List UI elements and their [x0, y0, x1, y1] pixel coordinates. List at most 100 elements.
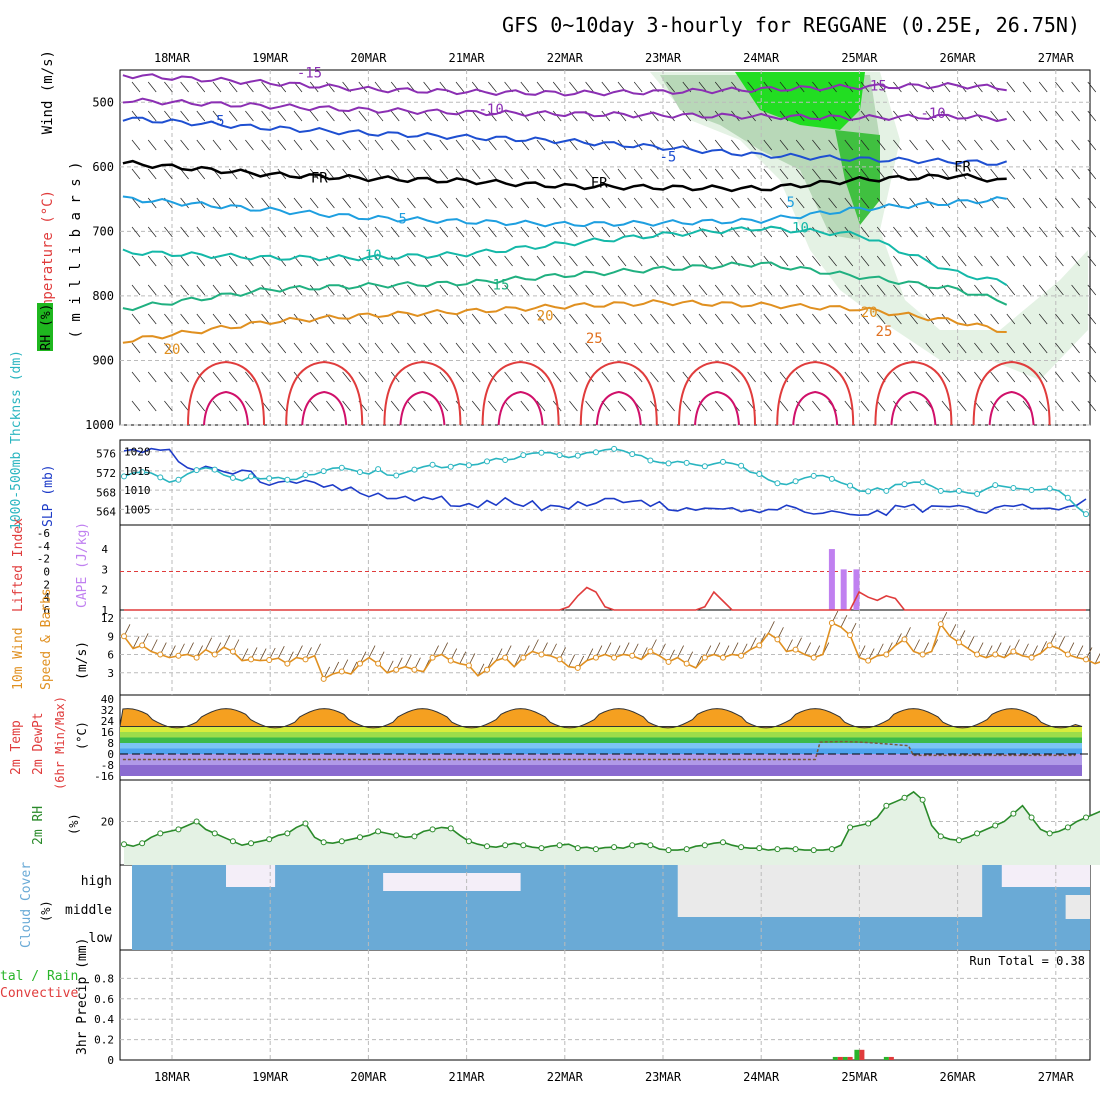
thickness-line-point — [229, 474, 236, 481]
upper-air-panel — [120, 70, 1097, 426]
temp-tick-label: 40 — [101, 693, 114, 706]
upper-wind-barb — [212, 342, 222, 354]
upper-wind-barb — [131, 168, 141, 180]
temp-axis-label-2: 2m DewPt — [31, 712, 46, 775]
upper-wind-barb — [617, 284, 627, 296]
rh-line-point — [338, 838, 345, 845]
isotherm-line — [122, 116, 1008, 166]
upper-wind-barb — [471, 371, 481, 383]
lifted-tick-label: -4 — [37, 540, 51, 553]
upper-wind-barb — [228, 110, 238, 122]
upper-wind-barb — [261, 139, 270, 151]
upper-wind-barb — [974, 255, 983, 267]
upper-wind-barb — [569, 197, 578, 209]
wind-barb — [604, 642, 612, 655]
upper-wind-barb — [471, 110, 481, 122]
upper-wind-barb — [196, 226, 206, 238]
upper-wind-barb — [358, 168, 368, 180]
upper-wind-barb — [1071, 400, 1080, 412]
upper-wind-barb — [1087, 139, 1097, 151]
upper-wind-barb — [682, 342, 692, 354]
rh-line-point — [955, 837, 962, 844]
hot-isotherm-arch — [301, 390, 348, 426]
thickness-line-point — [901, 481, 908, 488]
rh-line-point — [919, 796, 926, 803]
wind-barb — [459, 651, 467, 664]
upper-wind-barb — [245, 197, 254, 209]
upper-wind-barb — [893, 371, 902, 383]
upper-wind-barb — [795, 110, 805, 122]
upper-wind-barb — [439, 139, 449, 151]
upper-wind-barb — [358, 313, 368, 325]
upper-wind-barb — [147, 81, 157, 93]
upper-wind-barb — [698, 168, 708, 180]
upper-wind-barb — [779, 197, 789, 209]
upper-wind-barb — [407, 168, 416, 180]
rh-area — [124, 791, 1100, 865]
thickness-line-point — [193, 467, 200, 474]
upper-wind-barb — [1055, 139, 1064, 151]
upper-wind-barb — [552, 197, 562, 209]
upper-wind-barb — [488, 168, 497, 180]
upper-wind-barb — [277, 81, 287, 93]
upper-wind-barb — [617, 168, 627, 180]
temp-tick-label: 16 — [101, 726, 114, 739]
thickness-line-point — [121, 473, 127, 480]
upper-wind-barb — [990, 284, 999, 296]
wind-barb — [1040, 641, 1047, 654]
upper-wind-barb — [779, 168, 789, 180]
upper-wind-barb — [1055, 197, 1064, 209]
upper-wind-barb — [342, 342, 351, 354]
upper-wind-barb — [1038, 139, 1048, 151]
top-date-label: 21MAR — [449, 51, 486, 65]
upper-wind-barb — [1087, 371, 1097, 383]
upper-wind-barb — [488, 81, 497, 93]
upper-wind-barb — [147, 168, 157, 180]
warm-isotherm-arch — [776, 360, 855, 426]
thickness-line-point — [665, 460, 672, 467]
upper-wind-barb — [731, 342, 740, 354]
upper-wind-barb — [682, 197, 692, 209]
upper-wind-barb — [812, 168, 821, 180]
wind-barb — [985, 645, 993, 658]
upper-wind-barb — [601, 342, 611, 354]
wind-speed-line-point — [284, 660, 291, 667]
upper-wind-barb — [536, 168, 546, 180]
rh-line-point — [556, 842, 563, 849]
rh-ylabel: 2m RH — [31, 806, 46, 845]
upper-wind-barb — [682, 313, 692, 325]
upper-wind-barb — [504, 284, 513, 296]
upper-wind-barb — [763, 400, 773, 412]
upper-wind-barb — [212, 197, 222, 209]
thickness-line-point — [266, 475, 273, 482]
cape-ylabel: CAPE (J/kg) — [75, 522, 90, 608]
wind-speed-line-point — [665, 658, 672, 665]
upper-wind-barb — [277, 139, 287, 151]
upper-wind-barb — [909, 255, 918, 267]
wind-speed-line-point — [229, 648, 236, 655]
wind-barb — [259, 648, 267, 661]
upper-wind-barb — [747, 168, 756, 180]
upper-wind-barb — [439, 110, 449, 122]
upper-wind-barb — [1038, 313, 1048, 325]
upper-wind-barb — [893, 342, 902, 354]
upper-wind-barb — [504, 371, 513, 383]
upper-wind-barb — [990, 371, 999, 383]
upper-wind-barb — [471, 139, 481, 151]
thickness-line-point — [393, 472, 400, 479]
upper-wind-barb — [1087, 284, 1097, 296]
dewpoint-line — [122, 740, 1076, 761]
upper-wind-barb — [569, 255, 578, 267]
upper-wind-barb — [666, 400, 675, 412]
upper-wind-barb — [666, 255, 675, 267]
upper-wind-barb — [1006, 313, 1016, 325]
upper-wind-barb — [407, 284, 416, 296]
thickness-line-point — [919, 479, 926, 486]
wind-ylabel: 10m Wind — [11, 627, 26, 690]
slp-panel — [120, 440, 1090, 525]
upper-wind-barb — [455, 313, 465, 325]
upper-wind-barb — [326, 139, 335, 151]
rh-line-point — [284, 830, 291, 837]
lifted-axis-label: Lifted Index — [11, 518, 26, 612]
upper-wind-barb — [277, 342, 287, 354]
